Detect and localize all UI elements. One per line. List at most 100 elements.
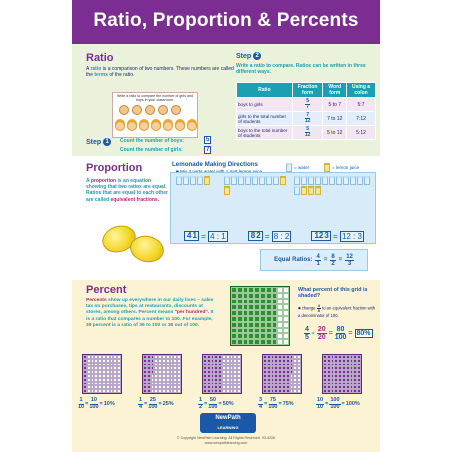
grid-cell — [260, 304, 266, 311]
grid-cell — [154, 385, 159, 390]
grid-cell — [225, 362, 230, 367]
grid-cell — [86, 381, 91, 386]
grid-cell — [169, 389, 174, 393]
frac-num: 1 — [138, 397, 144, 405]
grid-cell — [225, 358, 230, 363]
water-cup-icon — [322, 176, 328, 185]
grid-cell — [254, 339, 260, 345]
grid-cell — [265, 287, 272, 293]
grid-cell — [330, 370, 335, 374]
grid-cell — [221, 389, 226, 393]
grid-cell — [289, 355, 294, 359]
grid-cell — [266, 358, 271, 363]
grid-cell — [109, 358, 114, 363]
grid-cell — [293, 355, 298, 359]
grid-cell — [278, 377, 282, 382]
grid-cell — [146, 389, 151, 393]
grid-cell — [278, 373, 282, 378]
lemon-cup-icon — [315, 186, 321, 195]
grid-cell — [94, 362, 99, 367]
boys-count-box: 5 — [204, 136, 212, 144]
grid-cell — [285, 358, 290, 363]
ratio-table-header: Ratio Fraction form Word form Using a co… — [236, 82, 376, 98]
grid-cell — [265, 327, 272, 334]
grid-cell — [248, 333, 255, 340]
frac-num: 50 — [208, 397, 217, 405]
frac-den: 3 — [324, 231, 329, 241]
grid-cell — [105, 389, 110, 393]
copyright-text: © Copyright NewPath Learning. All Rights… — [176, 436, 276, 440]
grid-cell — [349, 373, 354, 378]
lemon-cup-icon — [301, 186, 307, 195]
grid-cell — [260, 333, 266, 340]
grid-cell — [334, 362, 339, 367]
grid-cell — [236, 339, 243, 345]
frac-num: 4 — [315, 253, 321, 261]
frac-num: 8 — [330, 253, 336, 261]
eq-1: 41 = 4 : 1 — [184, 230, 228, 242]
grid-cell — [158, 358, 162, 363]
water-cup-icon — [273, 176, 279, 185]
grid-cell — [203, 385, 207, 390]
grid-cell — [334, 370, 339, 374]
grid-cell — [242, 321, 249, 328]
grid-cell — [210, 381, 215, 386]
grid-cell — [323, 385, 327, 390]
grid-cell — [158, 366, 162, 371]
grid-cell — [98, 366, 102, 371]
equals-sign: = — [341, 401, 345, 407]
grid-cell — [169, 355, 174, 359]
grid-cell — [177, 366, 181, 371]
equivalent-term: equivalent fractions. — [110, 196, 160, 203]
table-row: boys to the total number of students 5 12… — [236, 125, 376, 140]
grid-cell — [161, 366, 166, 371]
grid-cell — [90, 355, 95, 359]
grid-cell — [357, 389, 361, 393]
grid-cell — [231, 339, 237, 345]
prop-text-1: A — [86, 178, 90, 184]
class-faces-panel: Write a ratio to compare the number of g… — [112, 92, 198, 138]
count-girls: Count the number of girls: — [120, 147, 183, 153]
percent-value: 100% — [345, 401, 360, 407]
grid-cell — [206, 373, 211, 378]
grid-cell — [210, 389, 215, 393]
grid-cell — [203, 355, 207, 359]
grid-cell — [323, 358, 327, 363]
grid-cell — [242, 298, 249, 305]
grid-cell — [154, 358, 159, 363]
grid-cell — [330, 362, 335, 367]
step2-label: Step 2 — [236, 52, 262, 60]
grid-cell — [146, 358, 151, 363]
grid-cell — [109, 373, 114, 378]
grid-cell — [90, 373, 95, 378]
grid-cell — [297, 377, 301, 382]
grid-cell — [323, 377, 327, 382]
grid-cell — [338, 358, 342, 363]
grid-cell — [330, 373, 335, 378]
equals-sign: = — [201, 231, 206, 241]
grid-cell — [233, 370, 238, 374]
grid-cell — [203, 370, 207, 374]
grid-cell — [323, 381, 327, 386]
grid-cell — [203, 358, 207, 363]
grid-cell — [289, 358, 294, 363]
proportion-equations: 41 = 4 : 1 82 = 8 : 2 123 = 12 : 3 — [174, 228, 374, 244]
colon-ratio: 12 : 3 — [339, 230, 364, 242]
grid-cell — [265, 321, 272, 328]
grid-cell — [293, 358, 298, 363]
grid-cell — [293, 370, 298, 374]
lemonade-title: Lemonade Making Directions — [172, 161, 258, 168]
grid-cell — [236, 287, 243, 293]
grid-cell — [254, 327, 260, 334]
water-cup-icon — [224, 176, 230, 185]
grid-cell — [86, 385, 91, 390]
grid-cell — [221, 370, 226, 374]
grid-cell — [146, 373, 151, 378]
grid-cell — [283, 287, 289, 293]
grid-cell — [345, 385, 350, 390]
grid-cell — [281, 385, 286, 390]
grid-cell — [90, 385, 95, 390]
grid-cell — [277, 310, 284, 316]
grid-cell — [173, 389, 178, 393]
percent-value: 25% — [162, 401, 174, 407]
